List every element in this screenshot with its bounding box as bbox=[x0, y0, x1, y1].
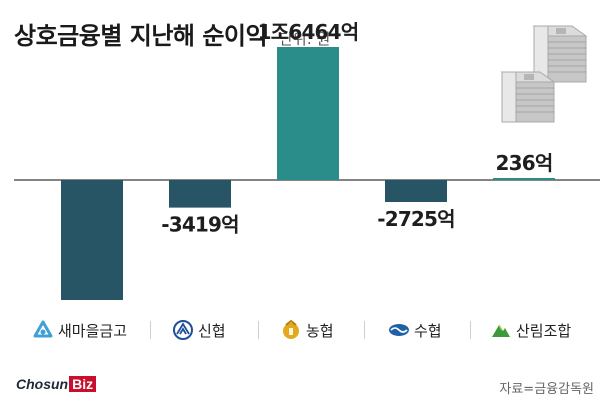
legend-label: 수협 bbox=[414, 321, 442, 340]
brand-name: Chosun bbox=[16, 376, 69, 392]
legend-divider bbox=[364, 321, 365, 339]
shinhyup-logo-icon bbox=[173, 320, 193, 340]
data-label-3: 1조6464억 bbox=[258, 20, 359, 44]
data-label-4: -2725억 bbox=[377, 207, 455, 231]
chart-header: 상호금융별 지난해 순이익 단위: 원 bbox=[14, 16, 330, 51]
mg-logo-icon bbox=[33, 320, 53, 338]
unit-label: 단위: 원 bbox=[279, 30, 331, 48]
suhyup-logo-icon bbox=[389, 324, 409, 336]
money-stack-icon bbox=[500, 25, 588, 123]
legend-label: 신협 bbox=[198, 321, 226, 340]
legend-item-suhyup: 수협 bbox=[388, 313, 442, 347]
legend: 새마을금고 신협 농협 수협 산림조합 bbox=[0, 313, 616, 347]
bar-4 bbox=[385, 180, 447, 203]
legend-divider bbox=[258, 321, 259, 339]
forest-logo-icon bbox=[492, 324, 510, 337]
legend-item-nonghyup: 농협 bbox=[280, 313, 334, 347]
data-label-5: 236억 bbox=[496, 151, 553, 175]
chart-title: 상호금융별 지난해 순이익 bbox=[14, 22, 268, 50]
legend-label: 농협 bbox=[306, 321, 334, 340]
legend-label: 새마을금고 bbox=[58, 321, 128, 340]
bar-2 bbox=[169, 180, 231, 208]
brand-suffix: Biz bbox=[69, 376, 97, 392]
nonghyup-logo-icon bbox=[283, 319, 299, 339]
legend-label: 산림조합 bbox=[516, 321, 572, 340]
legend-divider bbox=[470, 321, 471, 339]
legend-item-forest: 산림조합 bbox=[490, 313, 571, 347]
data-label-2: -3419억 bbox=[161, 213, 239, 237]
brand-logo: Chosun Biz bbox=[16, 376, 97, 392]
bar-3 bbox=[277, 47, 339, 180]
bar-1 bbox=[61, 180, 123, 300]
legend-item-mg: 새마을금고 bbox=[32, 313, 127, 347]
source-label: 자료=금융감독원 bbox=[499, 382, 594, 397]
legend-divider bbox=[150, 321, 151, 339]
legend-item-shinhyup: 신협 bbox=[172, 313, 226, 347]
bar-5 bbox=[493, 178, 555, 180]
